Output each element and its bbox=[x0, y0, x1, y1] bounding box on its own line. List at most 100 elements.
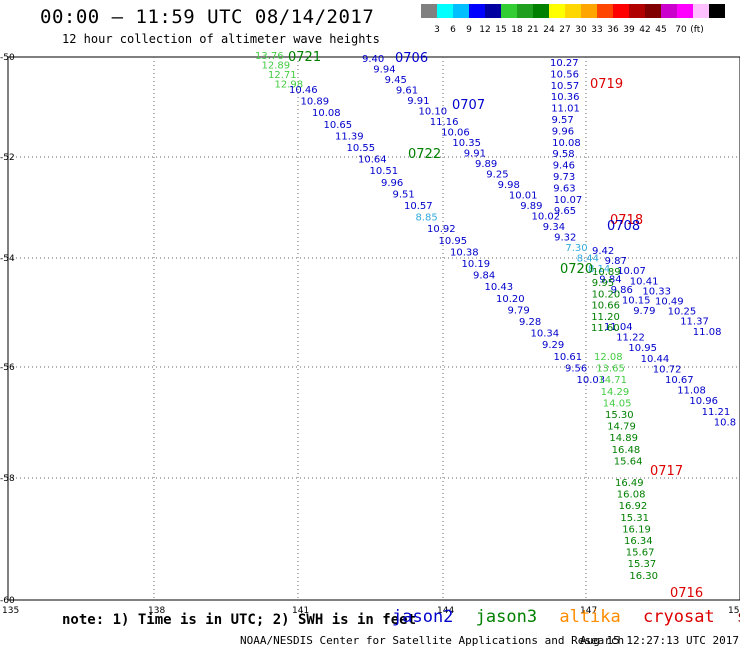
pass-track-0717: 12.0813.6514.7114.2914.0515.3014.7914.89… bbox=[594, 352, 683, 479]
pass-track-0708: 11.0411.2210.9510.4410.7210.6711.0810.96… bbox=[604, 219, 736, 428]
y-tick-label: -56 bbox=[0, 363, 15, 373]
wave-height-value: 11.21 bbox=[702, 407, 731, 418]
wave-height-value: 10.66 bbox=[591, 301, 620, 312]
wave-height-value: 10.96 bbox=[689, 396, 718, 407]
wave-height-value: 14.79 bbox=[607, 422, 636, 433]
wave-height-value: 15.37 bbox=[628, 559, 657, 570]
wave-height-value: 9.73 bbox=[553, 172, 575, 183]
wave-height-value: 10.20 bbox=[496, 294, 525, 305]
x-tick-label: 144 bbox=[437, 606, 454, 616]
legend-swatch bbox=[581, 4, 597, 18]
wave-height-value: 9.28 bbox=[519, 317, 541, 328]
wave-height-value: 10.08 bbox=[552, 138, 581, 149]
wave-height-value: 16.34 bbox=[624, 536, 653, 547]
legend-swatch bbox=[629, 4, 645, 18]
wave-height-value: 12.71 bbox=[268, 70, 297, 81]
page-subtitle: 12 hour collection of altimeter wave hei… bbox=[62, 32, 380, 46]
wave-height-value: 10.10 bbox=[419, 107, 448, 118]
satellite-legend: jason2 jason3 altika cryosat s3a bbox=[392, 607, 740, 627]
wave-height-value: 10.07 bbox=[554, 195, 583, 206]
legend-label: 3 bbox=[434, 25, 440, 34]
wave-height-value: 10.01 bbox=[509, 191, 538, 202]
y-tick-label: -50 bbox=[0, 53, 15, 63]
x-tick-label: 150 bbox=[728, 606, 740, 616]
wave-height-value: 10.51 bbox=[370, 166, 399, 177]
wave-height-value: 7.30 bbox=[565, 243, 587, 254]
wave-height-value: 15.67 bbox=[626, 548, 655, 559]
sat-jason3: jason3 bbox=[475, 607, 538, 627]
page-title: 00:00 – 11:59 UTC 08/14/2017 bbox=[40, 6, 375, 28]
legend-label: 42 bbox=[639, 25, 650, 34]
pass-label: 0716 bbox=[670, 586, 703, 601]
pass-track-0707: 0707 bbox=[452, 98, 485, 113]
wave-height-value: 13.65 bbox=[596, 364, 625, 375]
wave-height-value: 10.02 bbox=[532, 212, 561, 223]
pass-track-0721b: 10.4610.8910.0810.6511.3910.5510.6410.51… bbox=[289, 85, 605, 386]
wave-height-value: 11.08 bbox=[693, 327, 722, 338]
wave-height-value: 9.57 bbox=[552, 115, 574, 126]
legend-label: 6 bbox=[450, 25, 456, 34]
timestamp: Aug 15 12:27:13 UTC 2017 bbox=[580, 634, 739, 647]
wave-height-value: 11.08 bbox=[677, 386, 706, 397]
wave-height-value: 15.30 bbox=[605, 410, 634, 421]
wave-height-value: 10.56 bbox=[550, 69, 579, 80]
legend-swatch bbox=[469, 4, 485, 18]
wave-height-value: 10.95 bbox=[439, 236, 468, 247]
wave-height-value: 9.45 bbox=[385, 75, 407, 86]
legend-label: 12 bbox=[479, 25, 490, 34]
wave-height-value: 11.39 bbox=[335, 131, 364, 142]
wave-height-value: 14.29 bbox=[601, 387, 630, 398]
sat-jason2: jason2 bbox=[392, 607, 454, 627]
legend-swatch bbox=[549, 4, 565, 18]
pass-label: 0721 bbox=[288, 50, 321, 65]
wave-height-value: 9.84 bbox=[473, 271, 495, 282]
sat-cryosat: cryosat bbox=[643, 607, 715, 627]
wave-height-value: 9.56 bbox=[565, 363, 587, 374]
wave-height-value: 9.25 bbox=[486, 170, 508, 181]
wave-height-value: 10.38 bbox=[450, 247, 479, 258]
legend-swatch bbox=[453, 4, 469, 18]
wave-height-value: 14.71 bbox=[598, 375, 627, 386]
wave-height-value: 10.33 bbox=[642, 286, 671, 297]
wave-height-value: 10.46 bbox=[289, 85, 318, 96]
wave-height-value: 16.30 bbox=[629, 571, 658, 582]
legend-swatch bbox=[645, 4, 661, 18]
wave-height-value: 11.16 bbox=[430, 117, 459, 128]
wave-height-value: 11.01 bbox=[551, 104, 580, 115]
wave-height-value: 9.87 bbox=[605, 256, 627, 267]
legend-swatch bbox=[661, 4, 677, 18]
wave-height-value: 9.79 bbox=[633, 306, 655, 317]
plot-frame bbox=[7, 56, 740, 601]
wave-height-value: 16.92 bbox=[619, 501, 648, 512]
wave-height-value: 9.42 bbox=[592, 246, 614, 257]
legend-swatch bbox=[437, 4, 453, 18]
wave-height-value: 9.58 bbox=[552, 149, 574, 160]
wave-height-value: 10.35 bbox=[452, 138, 481, 149]
legend-swatch bbox=[517, 4, 533, 18]
wave-height-value: 10.36 bbox=[551, 92, 580, 103]
color-scale-legend: 3 6 9 12 15 18 21 24 27 30 33 36 39 42 45 70 (ft) bbox=[421, 4, 725, 34]
legend-label: 24 bbox=[543, 25, 555, 34]
wave-height-value: 12.98 bbox=[275, 80, 304, 91]
credit-text: NOAA/NESDIS Center for Satellite Applica… bbox=[240, 634, 625, 647]
wave-height-value: 10.49 bbox=[655, 297, 684, 308]
legend-label: 18 bbox=[511, 25, 523, 34]
pass-track-0722: 0722 bbox=[408, 147, 441, 162]
wave-height-value: 10.41 bbox=[630, 276, 659, 287]
wave-height-value: 9.86 bbox=[611, 285, 633, 296]
wave-height-value: 16.19 bbox=[622, 524, 651, 535]
y-tick-label: -60 bbox=[0, 596, 15, 606]
wave-height-value: 14.05 bbox=[603, 398, 632, 409]
legend-label: 70 bbox=[675, 25, 687, 34]
pass-label: 0707 bbox=[452, 98, 485, 113]
wave-height-value: 9.51 bbox=[393, 189, 415, 200]
wave-height-value: 10.20 bbox=[592, 289, 621, 300]
wave-height-value: 11.60 bbox=[591, 323, 620, 334]
legend-swatch bbox=[613, 4, 629, 18]
wave-height-value: 9.29 bbox=[542, 340, 564, 351]
wave-height-value: 9.40 bbox=[362, 54, 384, 65]
legend-swatch bbox=[597, 4, 613, 18]
wave-height-value: 9.89 bbox=[475, 159, 497, 170]
wave-height-value: 10.64 bbox=[358, 155, 387, 166]
wave-height-value: 9.84 bbox=[599, 275, 621, 286]
